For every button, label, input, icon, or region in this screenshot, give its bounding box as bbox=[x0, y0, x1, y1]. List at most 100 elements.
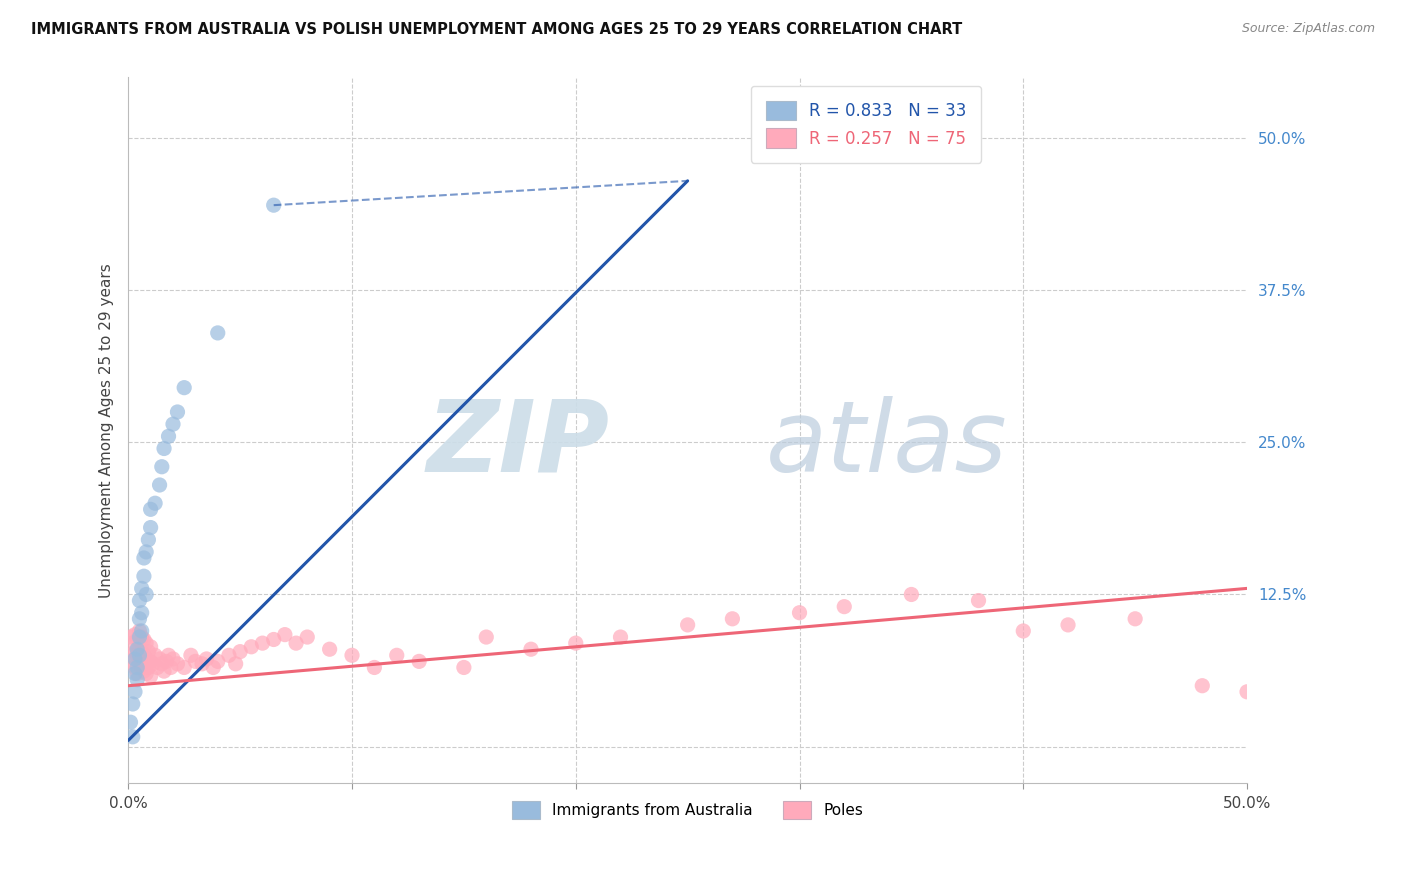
Point bbox=[146, 660, 169, 674]
Point bbox=[195, 652, 218, 666]
Point bbox=[120, 715, 142, 730]
Point bbox=[131, 606, 153, 620]
Point bbox=[1012, 624, 1035, 638]
Point bbox=[128, 593, 150, 607]
Point bbox=[128, 630, 150, 644]
Point bbox=[475, 630, 498, 644]
Point bbox=[127, 642, 149, 657]
Point bbox=[218, 648, 240, 663]
Point bbox=[297, 630, 319, 644]
Point bbox=[135, 666, 157, 681]
Point bbox=[127, 660, 149, 674]
Point bbox=[150, 459, 173, 474]
Point bbox=[127, 673, 149, 687]
Point bbox=[139, 654, 162, 668]
Legend: Immigrants from Australia, Poles: Immigrants from Australia, Poles bbox=[506, 795, 869, 825]
Point bbox=[128, 612, 150, 626]
Text: Source: ZipAtlas.com: Source: ZipAtlas.com bbox=[1241, 22, 1375, 36]
Point bbox=[832, 599, 855, 614]
Point bbox=[131, 630, 153, 644]
Point bbox=[1191, 679, 1213, 693]
Point bbox=[207, 326, 229, 340]
Point bbox=[318, 642, 340, 657]
Point bbox=[191, 657, 214, 671]
Point bbox=[676, 618, 699, 632]
Point bbox=[274, 627, 297, 641]
Point bbox=[131, 660, 153, 674]
Point bbox=[139, 640, 162, 654]
Point bbox=[789, 606, 811, 620]
Point bbox=[127, 648, 149, 663]
Text: ZIP: ZIP bbox=[426, 396, 609, 493]
Point bbox=[184, 654, 207, 668]
Point bbox=[124, 652, 146, 666]
Point bbox=[124, 627, 146, 641]
Point bbox=[157, 429, 180, 443]
Point bbox=[120, 648, 142, 663]
Point bbox=[132, 632, 155, 647]
Point bbox=[157, 648, 180, 663]
Point bbox=[263, 632, 285, 647]
Point bbox=[135, 652, 157, 666]
Point bbox=[363, 660, 385, 674]
Point bbox=[225, 657, 247, 671]
Point bbox=[385, 648, 408, 663]
Point bbox=[155, 654, 177, 668]
Point bbox=[121, 730, 143, 744]
Point bbox=[153, 442, 176, 456]
Point bbox=[128, 624, 150, 638]
Point bbox=[142, 657, 165, 671]
Point bbox=[135, 636, 157, 650]
Point bbox=[128, 640, 150, 654]
Point bbox=[1123, 612, 1146, 626]
Point bbox=[153, 664, 176, 678]
Point bbox=[120, 630, 142, 644]
Point bbox=[139, 520, 162, 534]
Point bbox=[132, 551, 155, 566]
Point bbox=[128, 648, 150, 663]
Point bbox=[131, 582, 153, 596]
Point bbox=[135, 587, 157, 601]
Point bbox=[565, 636, 588, 650]
Point bbox=[124, 645, 146, 659]
Point bbox=[1236, 685, 1258, 699]
Point bbox=[180, 648, 202, 663]
Point bbox=[132, 569, 155, 583]
Point bbox=[132, 664, 155, 678]
Point bbox=[143, 496, 166, 510]
Text: atlas: atlas bbox=[766, 396, 1008, 493]
Point bbox=[127, 632, 149, 647]
Point bbox=[127, 666, 149, 681]
Point bbox=[173, 381, 195, 395]
Point bbox=[143, 648, 166, 663]
Point bbox=[162, 652, 184, 666]
Point bbox=[131, 645, 153, 659]
Point bbox=[159, 660, 181, 674]
Point bbox=[138, 660, 160, 674]
Y-axis label: Unemployment Among Ages 25 to 29 years: Unemployment Among Ages 25 to 29 years bbox=[100, 263, 114, 598]
Point bbox=[207, 654, 229, 668]
Point bbox=[166, 405, 188, 419]
Point bbox=[121, 654, 143, 668]
Point bbox=[148, 478, 170, 492]
Point bbox=[124, 685, 146, 699]
Point bbox=[132, 648, 155, 663]
Point bbox=[285, 636, 308, 650]
Point bbox=[609, 630, 631, 644]
Point bbox=[263, 198, 285, 212]
Point bbox=[1057, 618, 1080, 632]
Point bbox=[229, 645, 252, 659]
Point bbox=[121, 636, 143, 650]
Point bbox=[121, 697, 143, 711]
Point bbox=[967, 593, 990, 607]
Point bbox=[240, 640, 263, 654]
Point bbox=[131, 624, 153, 638]
Point bbox=[340, 648, 363, 663]
Point bbox=[453, 660, 475, 674]
Point bbox=[520, 642, 543, 657]
Point bbox=[139, 669, 162, 683]
Point bbox=[162, 417, 184, 432]
Point bbox=[128, 654, 150, 668]
Point bbox=[252, 636, 274, 650]
Point bbox=[138, 533, 160, 547]
